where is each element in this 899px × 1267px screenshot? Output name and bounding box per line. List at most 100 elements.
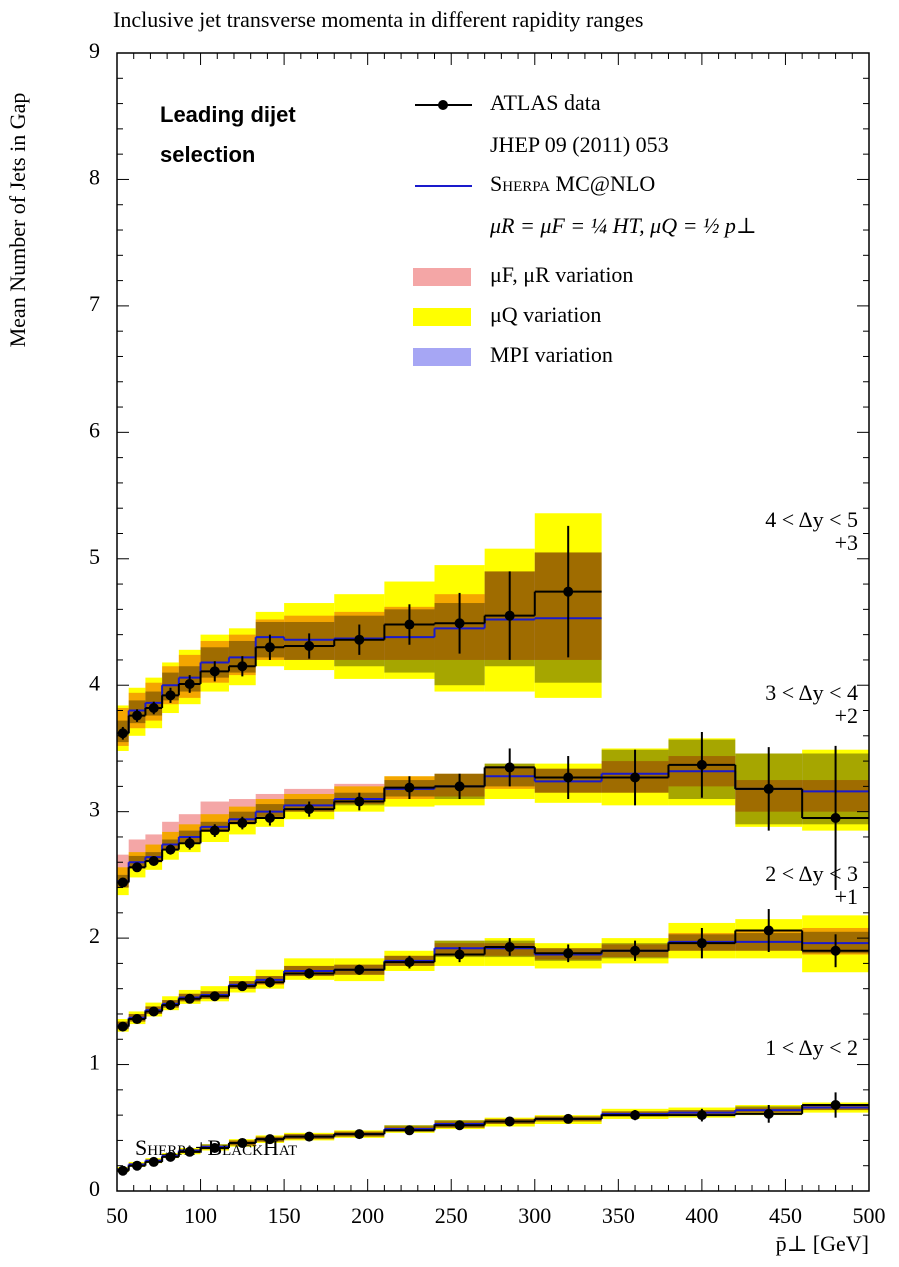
data-point bbox=[404, 619, 415, 630]
data-point bbox=[696, 938, 707, 949]
data-point bbox=[304, 641, 315, 652]
data-point bbox=[504, 941, 515, 952]
legend-label: MPI variation bbox=[490, 342, 613, 367]
data-point bbox=[184, 993, 195, 1004]
data-point bbox=[454, 949, 465, 960]
y-tick-label: 4 bbox=[89, 670, 100, 695]
data-point bbox=[630, 945, 641, 956]
data-point bbox=[404, 1125, 415, 1136]
legend-swatch bbox=[413, 348, 471, 366]
lines bbox=[117, 525, 869, 1176]
data-point bbox=[132, 710, 143, 721]
y-tick-label: 3 bbox=[89, 797, 100, 822]
data-point bbox=[165, 1151, 176, 1162]
x-tick-label: 100 bbox=[184, 1203, 217, 1228]
data-point bbox=[117, 1021, 128, 1032]
data-point bbox=[132, 1014, 143, 1025]
y-tick-label: 1 bbox=[89, 1050, 100, 1075]
offset-label: +3 bbox=[835, 530, 858, 555]
data-point bbox=[304, 968, 315, 979]
data-point bbox=[830, 812, 841, 823]
data-point bbox=[184, 838, 195, 849]
data-point bbox=[404, 782, 415, 793]
data-point bbox=[209, 991, 220, 1002]
y-tick-label: 0 bbox=[89, 1176, 100, 1201]
legend-label: μF, μR variation bbox=[490, 262, 633, 287]
offset-label: +2 bbox=[835, 703, 858, 728]
data-point bbox=[148, 1006, 159, 1017]
annotation: selection bbox=[160, 142, 255, 167]
data-point bbox=[563, 586, 574, 597]
range-label: 3 < Δy < 4 bbox=[765, 680, 858, 705]
data-point bbox=[454, 1120, 465, 1131]
data-point bbox=[354, 796, 365, 807]
data-point bbox=[404, 957, 415, 968]
data-point bbox=[117, 728, 128, 739]
x-tick-label: 250 bbox=[435, 1203, 468, 1228]
legend-swatch bbox=[413, 308, 471, 326]
data-point bbox=[209, 825, 220, 836]
x-tick-label: 150 bbox=[268, 1203, 301, 1228]
plot-frame bbox=[116, 52, 870, 1192]
y-tick-label: 5 bbox=[89, 544, 100, 569]
data-point bbox=[630, 772, 641, 783]
data-point bbox=[209, 666, 220, 677]
data-point bbox=[454, 618, 465, 629]
data-point bbox=[504, 762, 515, 773]
data-point bbox=[264, 812, 275, 823]
data-point bbox=[696, 1110, 707, 1121]
y-tick-label: 2 bbox=[89, 923, 100, 948]
legend-swatch bbox=[413, 268, 471, 286]
watermark: Sherpa+BlackHat bbox=[135, 1135, 297, 1160]
data-point bbox=[563, 948, 574, 959]
annotation: Leading dijet bbox=[160, 102, 296, 127]
data-point bbox=[117, 1165, 128, 1176]
data-point bbox=[563, 772, 574, 783]
x-tick-label: 400 bbox=[685, 1203, 718, 1228]
legend-label: ATLAS data bbox=[490, 90, 601, 115]
data-point bbox=[148, 702, 159, 713]
data-point bbox=[264, 1134, 275, 1145]
x-tick-label: 500 bbox=[853, 1203, 886, 1228]
x-tick-label: 350 bbox=[602, 1203, 635, 1228]
x-tick-label: 450 bbox=[769, 1203, 802, 1228]
data-point bbox=[830, 1100, 841, 1111]
data-point bbox=[763, 1108, 774, 1119]
data-point bbox=[354, 1129, 365, 1140]
data-point bbox=[132, 862, 143, 873]
data-point bbox=[165, 1000, 176, 1011]
y-tick-label: 7 bbox=[89, 291, 100, 316]
y-axis-label: Mean Number of Jets in Gap bbox=[5, 93, 30, 348]
data-point bbox=[763, 925, 774, 936]
legend-label: μQ variation bbox=[490, 302, 601, 327]
data-point bbox=[630, 1110, 641, 1121]
legend-marker bbox=[438, 100, 448, 110]
data-point bbox=[304, 804, 315, 815]
x-tick-label: 200 bbox=[351, 1203, 384, 1228]
data-point bbox=[304, 1131, 315, 1142]
data-point bbox=[354, 634, 365, 645]
data-point bbox=[563, 1113, 574, 1124]
data-point bbox=[237, 1137, 248, 1148]
y-tick-label: 8 bbox=[89, 164, 100, 189]
data-point bbox=[209, 1143, 220, 1154]
data-point bbox=[763, 783, 774, 794]
data-point bbox=[264, 977, 275, 988]
data-point bbox=[237, 981, 248, 992]
data-point bbox=[117, 877, 128, 888]
chart-title: Inclusive jet transverse momenta in diff… bbox=[113, 7, 643, 32]
bands bbox=[117, 513, 869, 1173]
data-point bbox=[165, 690, 176, 701]
x-axis-label: p̄⊥ [GeV] bbox=[776, 1231, 869, 1256]
legend-note: JHEP 09 (2011) 053 bbox=[490, 132, 669, 157]
x-tick-label: 300 bbox=[518, 1203, 551, 1228]
y-tick-label: 6 bbox=[89, 417, 100, 442]
data-point bbox=[132, 1160, 143, 1171]
range-label: 4 < Δy < 5 bbox=[765, 507, 858, 532]
data-point bbox=[184, 678, 195, 689]
data-point bbox=[148, 1156, 159, 1167]
data-point bbox=[454, 781, 465, 792]
range-label: 2 < Δy < 3 bbox=[765, 861, 858, 886]
legend-label: Sherpa MC@NLO bbox=[490, 171, 655, 196]
